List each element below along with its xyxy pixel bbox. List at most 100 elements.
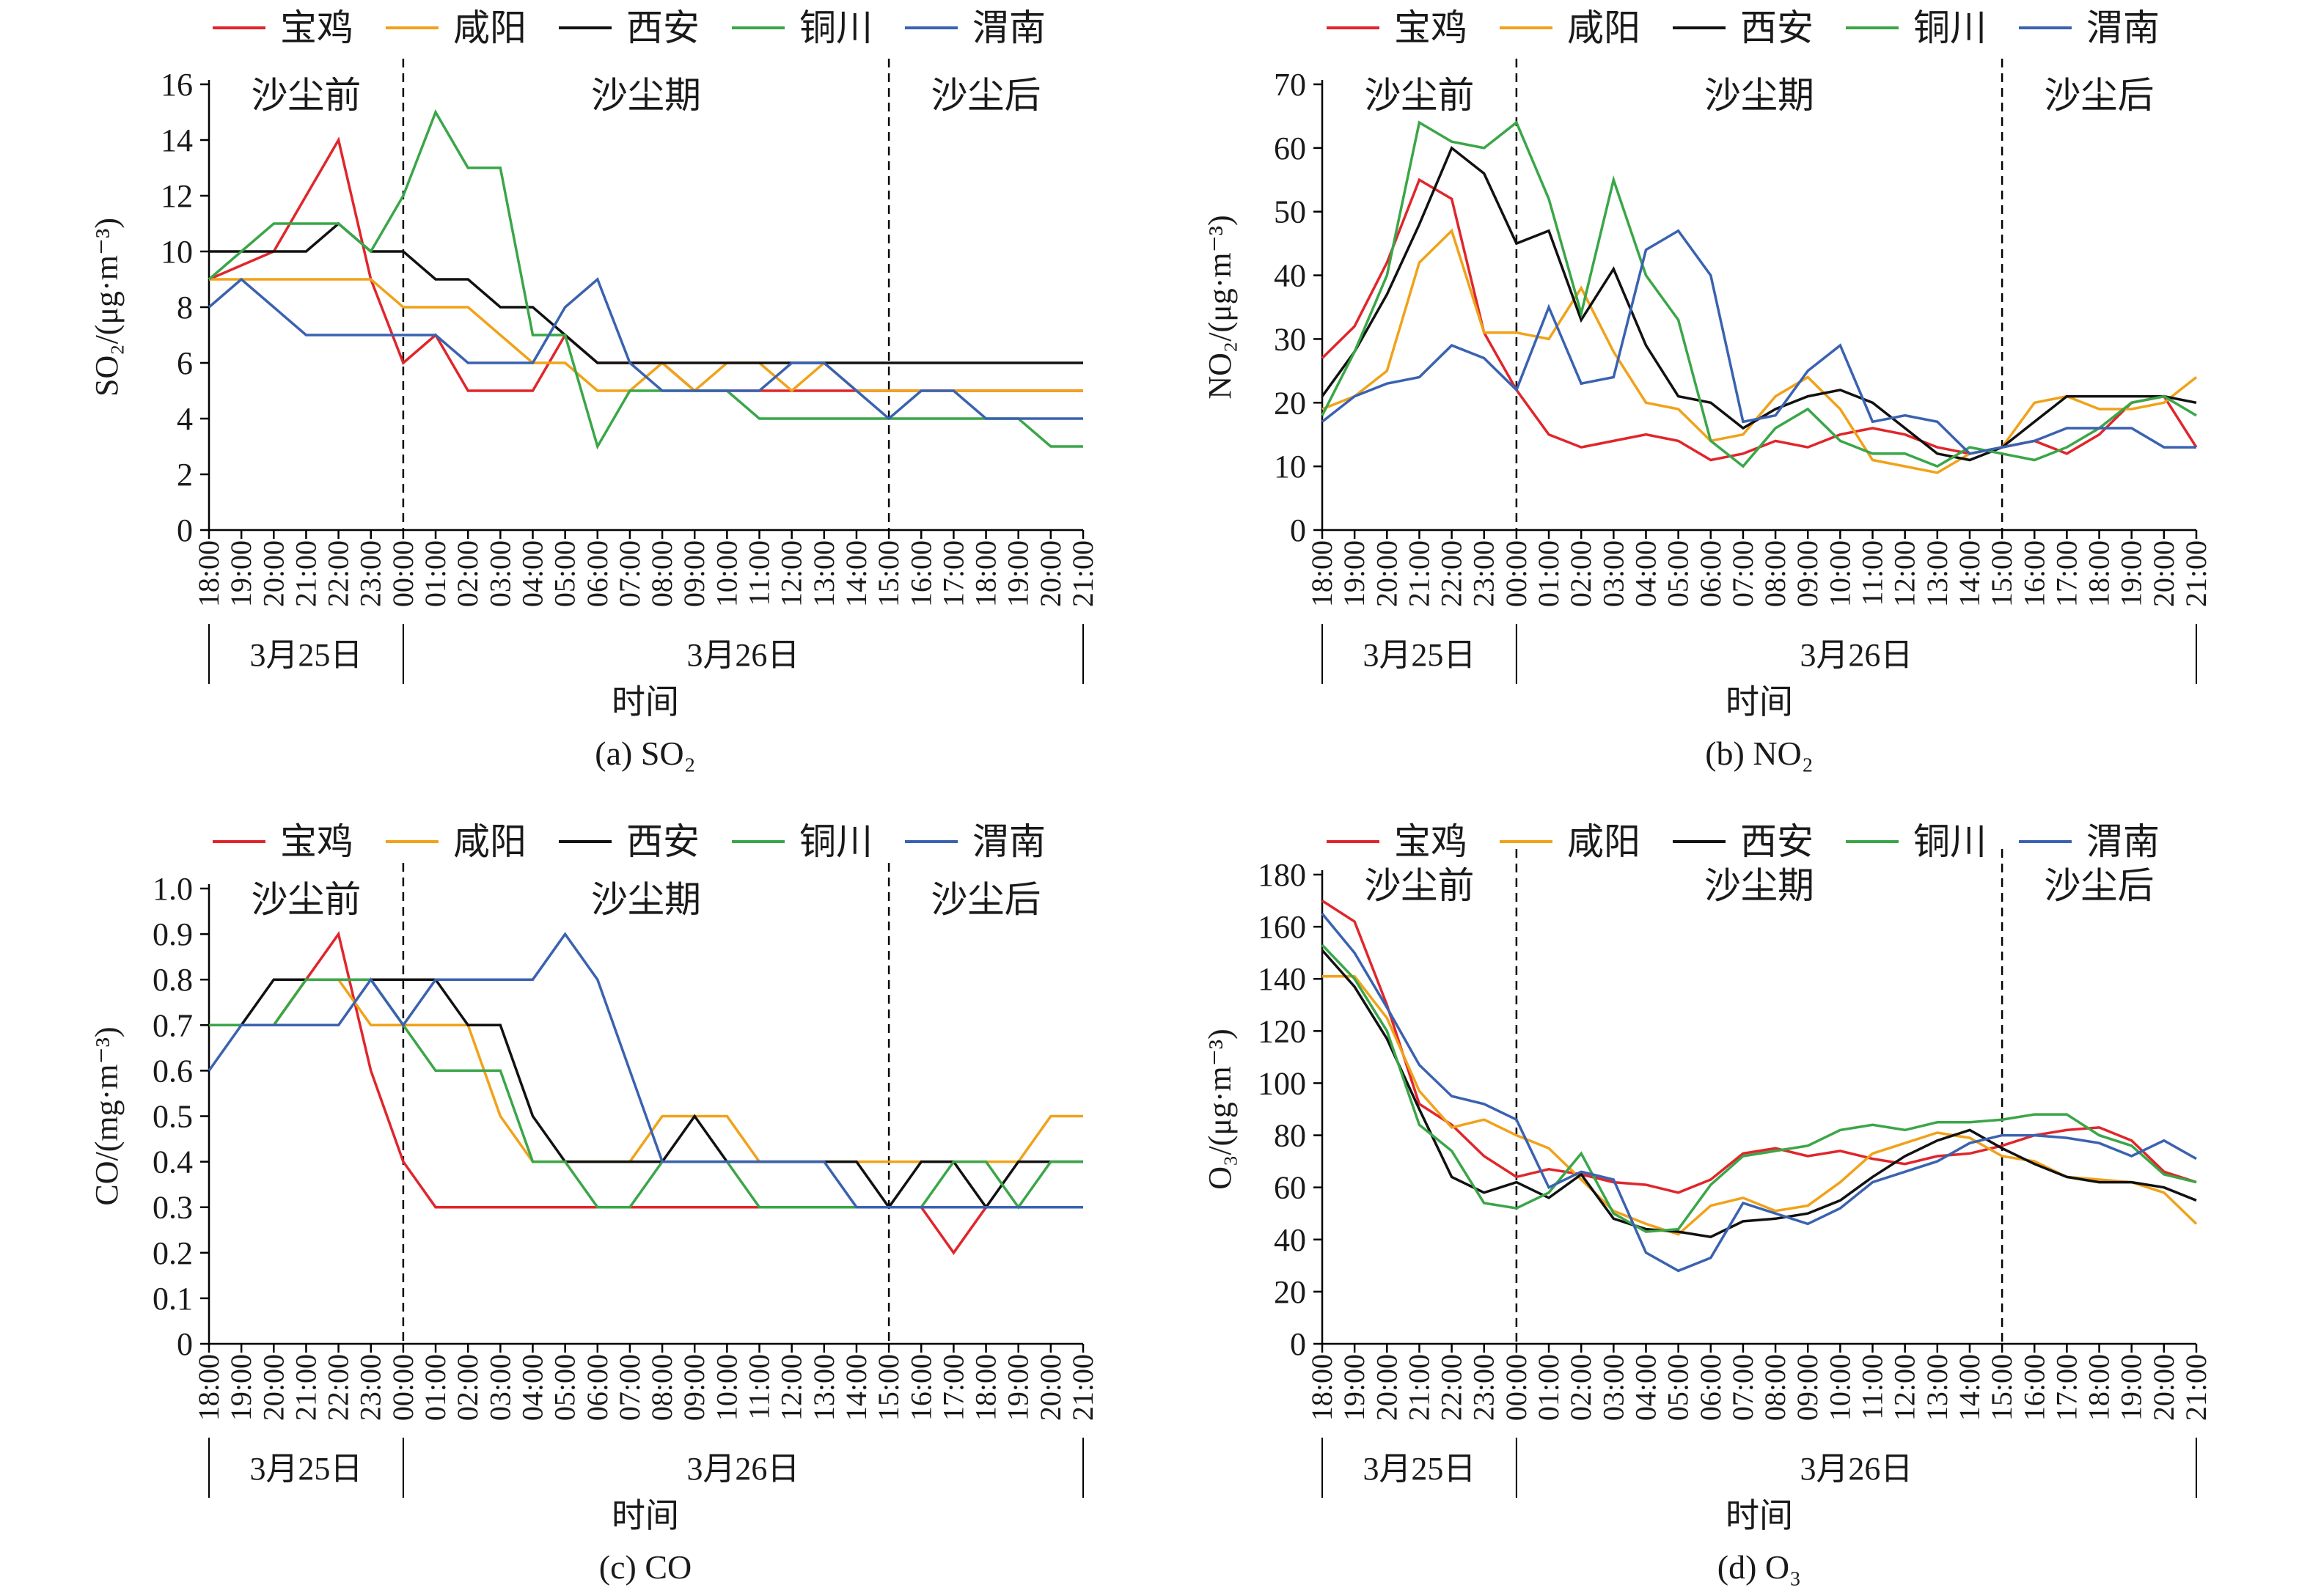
x-tick-label: 18:00 bbox=[969, 1354, 1002, 1421]
y-tick-label: 0.1 bbox=[153, 1281, 193, 1317]
x-tick-label: 04:00 bbox=[1629, 1354, 1662, 1421]
series-line-西安 bbox=[1321, 146, 2197, 462]
x-tick-label: 18:00 bbox=[1305, 1354, 1338, 1421]
x-tick-label: 00:00 bbox=[386, 1354, 419, 1421]
legend-label: 宝鸡 bbox=[1394, 821, 1467, 862]
x-tick-label: 14:00 bbox=[1953, 540, 1986, 607]
x-tick-label: 07:00 bbox=[613, 1354, 646, 1421]
phase-label: 沙尘期 bbox=[591, 75, 701, 116]
y-tick-label: 0.4 bbox=[153, 1144, 193, 1180]
x-tick-label: 11:00 bbox=[1856, 540, 1889, 606]
legend-label: 宝鸡 bbox=[1394, 7, 1467, 48]
y-tick-label: 1.0 bbox=[153, 871, 193, 907]
series-line-铜川 bbox=[1321, 120, 2197, 468]
series-line-西安 bbox=[1321, 949, 2197, 1239]
series-line-铜川 bbox=[1321, 944, 2197, 1233]
legend-label: 铜川 bbox=[799, 7, 873, 48]
legend-label: 咸阳 bbox=[453, 7, 527, 48]
legend: 宝鸡 咸阳 西安 铜川 渭南 bbox=[1327, 821, 2160, 862]
legend: 宝鸡 咸阳 西安 铜川 渭南 bbox=[213, 821, 1046, 862]
y-tick-label: 60 bbox=[1274, 1170, 1306, 1206]
y-tick-label: 60 bbox=[1274, 130, 1306, 166]
legend: 宝鸡 咸阳 西安 铜川 渭南 bbox=[213, 7, 1046, 48]
y-tick-label: 0.3 bbox=[153, 1190, 193, 1226]
x-tick-label: 18:00 bbox=[2083, 1354, 2116, 1421]
y-tick-label: 16 bbox=[161, 67, 193, 103]
x-tick-label: 01:00 bbox=[1532, 540, 1565, 607]
x-tick-label: 12:00 bbox=[775, 1354, 808, 1421]
series-line-渭南 bbox=[1321, 913, 2197, 1273]
x-tick-label: 06:00 bbox=[1694, 1354, 1727, 1421]
x-tick-label: 22:00 bbox=[1435, 1354, 1468, 1421]
x-tick-label: 18:00 bbox=[2083, 540, 2116, 607]
x-tick-label: 00:00 bbox=[1500, 540, 1533, 607]
x-tick-label: 12:00 bbox=[775, 540, 808, 607]
x-axis-label: 时间 bbox=[612, 683, 679, 721]
x-tick-label: 08:00 bbox=[645, 1354, 678, 1421]
x-tick-label: 04:00 bbox=[1629, 540, 1662, 607]
x-tick-label: 19:00 bbox=[2115, 1354, 2148, 1421]
x-tick-label: 06:00 bbox=[581, 540, 614, 607]
date-label: 3月25日 bbox=[249, 1451, 362, 1487]
phase-label: 沙尘后 bbox=[2045, 75, 2155, 116]
x-tick-label: 05:00 bbox=[549, 1354, 582, 1421]
legend-label: 渭南 bbox=[2086, 7, 2160, 48]
phase-label: 沙尘期 bbox=[1704, 865, 1814, 906]
x-tick-label: 21:00 bbox=[289, 1354, 322, 1421]
phase-label: 沙尘期 bbox=[1704, 75, 1814, 116]
x-tick-label: 21:00 bbox=[2179, 1354, 2212, 1421]
x-tick-label: 09:00 bbox=[1791, 1354, 1824, 1421]
x-tick-label: 20:00 bbox=[1370, 1354, 1403, 1421]
series-line-西安 bbox=[209, 978, 1083, 1210]
x-tick-label: 07:00 bbox=[613, 540, 646, 607]
x-tick-label: 19:00 bbox=[224, 1354, 257, 1421]
y-axis-label: CO/(mg·m⁻³) bbox=[89, 1026, 125, 1205]
y-tick-label: 140 bbox=[1258, 961, 1306, 997]
y-tick-label: 0.8 bbox=[153, 962, 193, 998]
x-tick-label: 03:00 bbox=[1596, 1354, 1629, 1421]
legend-label: 咸阳 bbox=[453, 821, 527, 862]
y-tick-label: 2 bbox=[177, 457, 193, 493]
x-tick-label: 01:00 bbox=[419, 540, 452, 607]
y-tick-label: 40 bbox=[1274, 258, 1306, 294]
y-tick-label: 4 bbox=[177, 401, 193, 437]
x-tick-label: 19:00 bbox=[2115, 540, 2148, 607]
x-tick-label: 20:00 bbox=[1034, 1354, 1067, 1421]
y-tick-label: 14 bbox=[161, 122, 193, 158]
x-tick-label: 22:00 bbox=[322, 1354, 355, 1421]
x-tick-label: 01:00 bbox=[419, 1354, 452, 1421]
x-tick-label: 21:00 bbox=[2179, 540, 2212, 607]
series-line-渭南 bbox=[208, 932, 1083, 1209]
x-tick-label: 20:00 bbox=[2147, 1354, 2180, 1421]
x-tick-label: 20:00 bbox=[1034, 540, 1067, 607]
date-label: 3月25日 bbox=[249, 637, 362, 673]
x-tick-label: 15:00 bbox=[1985, 540, 2018, 607]
x-tick-label: 18:00 bbox=[969, 540, 1002, 607]
x-tick-label: 09:00 bbox=[1791, 540, 1824, 607]
y-tick-label: 0 bbox=[1290, 1326, 1306, 1362]
date-label: 3月26日 bbox=[1800, 637, 1913, 673]
x-tick-label: 02:00 bbox=[451, 540, 484, 607]
y-tick-label: 50 bbox=[1274, 194, 1306, 230]
x-tick-label: 05:00 bbox=[1662, 540, 1695, 607]
x-tick-label: 00:00 bbox=[386, 540, 419, 607]
x-tick-label: 03:00 bbox=[1596, 540, 1629, 607]
x-tick-label: 13:00 bbox=[1921, 1354, 1954, 1421]
x-axis-label: 时间 bbox=[1726, 683, 1793, 721]
x-tick-label: 10:00 bbox=[1823, 540, 1856, 607]
x-tick-label: 19:00 bbox=[224, 540, 257, 607]
y-tick-label: 160 bbox=[1258, 909, 1306, 945]
y-tick-label: 70 bbox=[1274, 67, 1306, 103]
x-tick-label: 13:00 bbox=[807, 1354, 840, 1421]
y-tick-label: 20 bbox=[1274, 1274, 1306, 1310]
x-tick-label: 16:00 bbox=[904, 1354, 937, 1421]
x-tick-label: 20:00 bbox=[2147, 540, 2180, 607]
chart-panel-3: 宝鸡 咸阳 西安 铜川 渭南 0 0.1 0.2 0.3 0.4 0.5 0.6 0.7 0.8 0.9 1.… bbox=[89, 821, 1099, 1586]
x-tick-label: 16:00 bbox=[2017, 540, 2050, 607]
y-tick-label: 0 bbox=[177, 1326, 193, 1362]
x-tick-label: 17:00 bbox=[936, 540, 969, 607]
x-tick-label: 19:00 bbox=[1002, 1354, 1035, 1421]
x-tick-label: 10:00 bbox=[1823, 1354, 1856, 1421]
